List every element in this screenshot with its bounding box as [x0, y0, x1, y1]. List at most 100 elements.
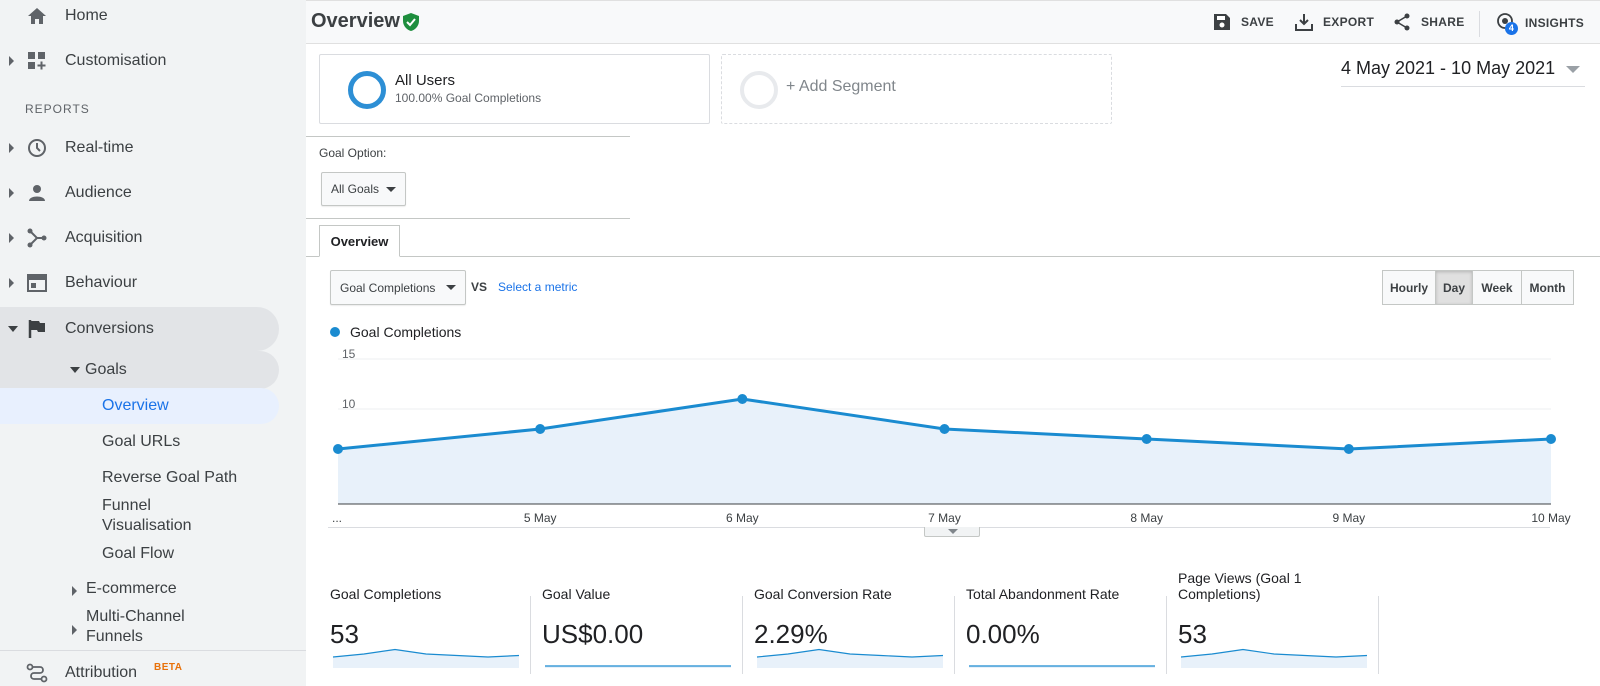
metric-value: 0.00%: [966, 619, 1040, 649]
overview-highlight: [0, 388, 279, 424]
sidebar-item-overview[interactable]: Overview: [102, 397, 169, 414]
sidebar-item-behaviour[interactable]: Behaviour: [0, 261, 279, 305]
x-tick-label: 5 May: [524, 511, 557, 525]
metric-tile[interactable]: Total Abandonment Rate 0.00%: [966, 586, 1182, 686]
metric-sparkline: [545, 665, 731, 668]
main-content: Overview SAVE EXPORT SHARE 4: [306, 0, 1600, 686]
data-point[interactable]: [1546, 434, 1556, 444]
metric-sparkline: [756, 648, 944, 668]
sidebar-item-goal-urls[interactable]: Goal URLs: [102, 433, 181, 450]
granularity-hourly[interactable]: Hourly: [1382, 270, 1436, 305]
sidebar-item-attribution[interactable]: Attribution: [0, 651, 279, 686]
expand-caret-icon: [9, 56, 14, 66]
download-icon: [1295, 14, 1313, 31]
segment-all-users[interactable]: All Users 100.00% Goal Completions: [319, 54, 710, 124]
date-range-picker[interactable]: 4 May 2021 - 10 May 2021: [1341, 58, 1556, 78]
page-title: Overview: [311, 10, 400, 32]
granularity-week[interactable]: Week: [1472, 270, 1522, 305]
person-icon: [26, 182, 48, 204]
export-button[interactable]: EXPORT: [1295, 13, 1374, 31]
sidebar-item-label: Customisation: [65, 52, 167, 69]
save-button[interactable]: SAVE: [1213, 13, 1274, 31]
data-point[interactable]: [535, 424, 546, 434]
date-underline: [1341, 86, 1585, 87]
divider: [306, 136, 630, 137]
verified-shield-icon: [402, 12, 420, 37]
insights-button[interactable]: 4 INSIGHTS: [1496, 12, 1585, 35]
sidebar-item-realtime[interactable]: Real-time: [0, 126, 279, 170]
goal-option-label: Goal Option:: [319, 146, 387, 160]
x-tick-label: ...: [332, 511, 342, 525]
metric-label: Goal Conversion Rate: [754, 586, 892, 602]
sidebar-item-customisation[interactable]: Customisation: [0, 39, 279, 83]
y-tick-label: 10: [342, 397, 356, 411]
save-icon: [1214, 14, 1230, 30]
home-icon: [26, 5, 48, 27]
metric-tile[interactable]: Goal Completions 53: [330, 586, 546, 686]
chart-area-fill: [338, 399, 1551, 504]
sidebar-item-label: Visualisation: [102, 517, 192, 534]
metric-tile[interactable]: Page Views (Goal 1 Completions) 53: [1178, 570, 1394, 686]
sidebar-item-label: Funnel: [102, 497, 151, 514]
granularity-month[interactable]: Month: [1521, 270, 1574, 305]
select-metric-link[interactable]: Select a metric: [498, 280, 578, 294]
metric-separator: [530, 596, 531, 674]
sidebar-item-label: Audience: [65, 184, 132, 201]
x-tick-label: 8 May: [1130, 511, 1163, 525]
sidebar-item-label: E-commerce: [86, 580, 177, 597]
save-label: SAVE: [1241, 15, 1274, 29]
metric-value: 2.29%: [754, 619, 828, 649]
goal-option-value: All Goals: [331, 182, 380, 196]
sidebar-item-label: Goals: [85, 361, 127, 378]
insights-count-badge: 4: [1505, 22, 1518, 35]
sidebar-item-home[interactable]: Home: [0, 0, 279, 38]
beta-badge: BETA: [154, 662, 183, 673]
tab-strip-line: [306, 256, 1600, 257]
primary-metric-select[interactable]: Goal Completions: [330, 270, 466, 305]
metric-tile[interactable]: Goal Conversion Rate 2.29%: [754, 586, 970, 686]
metric-label: Page Views (Goal 1 Completions): [1178, 570, 1302, 602]
expand-caret-icon: [9, 188, 14, 198]
export-label: EXPORT: [1323, 15, 1375, 29]
x-tick-label: 10 May: [1531, 511, 1570, 525]
merge-icon: [26, 227, 48, 249]
data-point[interactable]: [737, 394, 748, 404]
segment-ring-empty-icon: [740, 71, 778, 109]
toolbar-separator: [1479, 11, 1480, 37]
metric-label: Goal Value: [542, 586, 611, 602]
sidebar-item-label: Conversions: [65, 320, 154, 337]
sidebar-item-reverse-goal-path[interactable]: Reverse Goal Path: [102, 469, 238, 486]
segment-name: All Users: [395, 72, 456, 89]
sidebar-item-goal-flow[interactable]: Goal Flow: [102, 545, 175, 562]
conversions-highlight: [0, 307, 279, 351]
data-point[interactable]: [939, 424, 950, 434]
tab-overview[interactable]: Overview: [319, 225, 400, 257]
metric-tile[interactable]: Goal Value US$0.00: [542, 586, 758, 686]
share-label: SHARE: [1421, 15, 1465, 29]
data-point[interactable]: [333, 444, 343, 454]
metric-value: US$0.00: [542, 619, 644, 649]
chart-resize-handle[interactable]: [924, 527, 980, 537]
sidebar-item-audience[interactable]: Audience: [0, 171, 279, 215]
sidebar-item-conversions[interactable]: Conversions: [0, 307, 279, 351]
share-icon: [1394, 13, 1410, 31]
sidebar-item-label: Funnels: [86, 628, 143, 645]
granularity-day[interactable]: Day: [1435, 270, 1473, 305]
metric-sparkline: [1180, 648, 1368, 668]
x-tick-label: 6 May: [726, 511, 759, 525]
add-segment-button[interactable]: + Add Segment: [721, 54, 1112, 124]
divider: [306, 218, 630, 219]
goal-option-select[interactable]: All Goals: [321, 172, 406, 206]
reports-section-heading: REPORTS: [25, 102, 90, 116]
sidebar-item-acquisition[interactable]: Acquisition: [0, 216, 279, 260]
clock-icon: [26, 137, 48, 159]
chevron-down-icon[interactable]: [1566, 66, 1580, 73]
data-point[interactable]: [1343, 444, 1354, 454]
data-point[interactable]: [1141, 434, 1152, 444]
insights-label: INSIGHTS: [1525, 16, 1585, 30]
share-button[interactable]: SHARE: [1393, 13, 1465, 31]
metric-separator: [1166, 596, 1167, 674]
expand-caret-icon: [72, 625, 77, 635]
